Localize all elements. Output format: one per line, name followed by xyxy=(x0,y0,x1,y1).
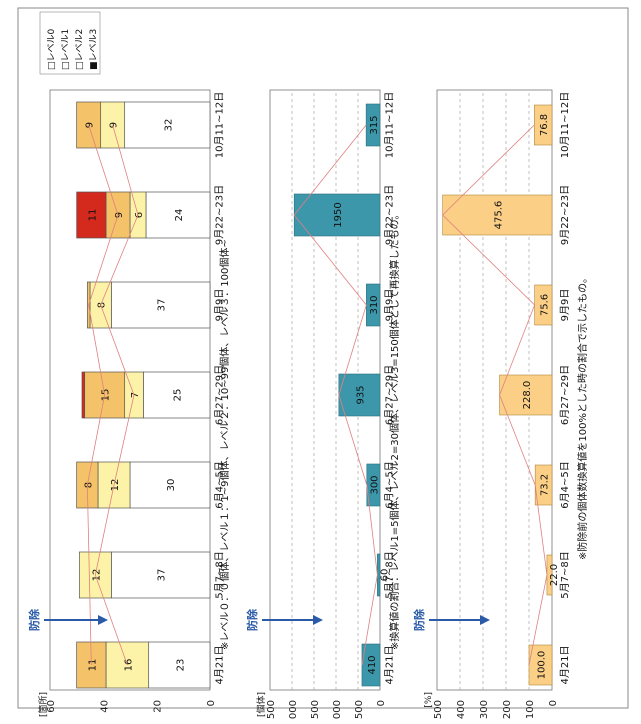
chart-a-data-label: 9 xyxy=(109,122,120,128)
chart-b-data-label: 60 xyxy=(379,569,390,582)
chart-c-tick-label: 100 xyxy=(525,700,536,719)
chart-b-tick-label: 500 xyxy=(354,700,365,719)
chart-c-data-label: 228.0 xyxy=(522,381,533,410)
chart-c-category-label: 9月9日 xyxy=(559,289,571,322)
chart-a-data-label: 12 xyxy=(91,569,102,582)
chart-c-data-label: 75.6 xyxy=(539,294,550,316)
chart-b-trend-line xyxy=(293,124,378,666)
chart-a-tick-label: 0 xyxy=(206,700,217,706)
chart-a-category-label: 5月7~8日 xyxy=(213,551,225,598)
control-marker-label: 防除 xyxy=(27,608,41,631)
chart-a-legend-entry: □レベル0 xyxy=(47,28,57,70)
chart-a-category-label: 9月9日 xyxy=(213,289,225,322)
chart-c-category-label: 9月22~23日 xyxy=(559,185,571,245)
chart-b-data-label: 1950 xyxy=(333,202,344,227)
chart-a-data-label: 12 xyxy=(110,479,121,492)
chart-a-legend-entry: ■レベル3 xyxy=(89,29,99,70)
chart-b-category-label: 9月9日 xyxy=(383,289,395,322)
chart-c-category-label: 6月27~29日 xyxy=(559,365,571,425)
chart-a-bar-レベル3 xyxy=(76,191,107,239)
chart-a-data-label: 37 xyxy=(157,569,168,582)
chart-a-data-label: 25 xyxy=(173,389,184,402)
chart-b-tick-label: 2000 xyxy=(288,700,299,720)
chart-a-data-label: 30 xyxy=(166,479,177,492)
chart-c-tick-label: 500 xyxy=(433,700,444,719)
chart-b-data-label: 315 xyxy=(369,115,380,134)
chart-b-data-label: 300 xyxy=(369,475,380,494)
chart-b-category-label: 10月11~12日 xyxy=(383,92,395,159)
control-marker-label: 防除 xyxy=(245,608,259,631)
chart-a-tick-label: 60 xyxy=(46,700,57,713)
chart-a-data-label: 11 xyxy=(87,659,98,672)
chart-c-category-label: 4月21日 xyxy=(559,645,571,684)
chart-a-legend-entry: □レベル1 xyxy=(61,29,71,70)
chart-b-tick-label: 2500 xyxy=(266,700,277,720)
chart-b-tick-label: 1500 xyxy=(310,700,321,720)
chart-b-category-label: 5月7~8日 xyxy=(383,551,395,598)
chart-b-data-label: 310 xyxy=(369,295,380,314)
chart-a-data-label: 23 xyxy=(175,659,186,672)
chart-a-data-label: 8 xyxy=(97,302,108,308)
chart-c-data-label: 73.2 xyxy=(540,474,551,496)
chart-b-category-label: 6月27~29日 xyxy=(383,365,395,425)
chart-a-bar-レベル3 xyxy=(81,371,86,419)
chart-c-tick-label: 200 xyxy=(502,700,513,719)
chart-b-category-label: 4月21日 xyxy=(383,645,395,684)
chart-c-trend-line xyxy=(442,124,548,666)
chart-a-legend-box xyxy=(39,11,101,75)
chart-a-category-label: 4月21日 xyxy=(213,645,225,684)
chart-a-data-label: 7 xyxy=(130,392,141,398)
chart-c-data-label: 22.0 xyxy=(549,564,560,586)
chart-c-tick-label: 400 xyxy=(456,700,467,719)
chart-a-category-label: 6月4~5日 xyxy=(213,461,225,508)
chart-c-category-label: 10月11~12日 xyxy=(559,92,571,159)
chart-a-trend-level1 xyxy=(94,124,139,666)
chart-b-note: ※換算値の割合：レベル1=5個体、レベル2=30個体、レベル3=150個体として… xyxy=(388,210,401,650)
chart-a-data-label: 16 xyxy=(123,659,134,672)
chart-a-legend-entry: □レベル2 xyxy=(75,29,85,70)
chart-a-data-label: 9 xyxy=(85,122,96,128)
chart-a-data-label: 11 xyxy=(87,209,98,222)
chart-c-data-label: 76.8 xyxy=(539,114,550,136)
chart-a-unit-label: [箇所] xyxy=(37,692,49,717)
chart-c-category-label: 5月7~8日 xyxy=(559,551,571,598)
chart-c-tick-label: 0 xyxy=(548,700,559,706)
chart-a-category-label: 9月22~23日 xyxy=(213,185,225,245)
control-marker-arrowhead xyxy=(98,615,108,625)
chart-c-data-label: 100.0 xyxy=(537,651,548,680)
chart-b-tick-label: 0 xyxy=(376,700,387,706)
chart-a-data-label: 37 xyxy=(157,299,168,312)
chart-a-data-label: 32 xyxy=(163,119,174,132)
chart-a-data-label: 6 xyxy=(134,212,145,218)
chart-c-tick-label: 300 xyxy=(479,700,490,719)
rotated-charts: 0204060[箇所]23161137123012825715378246911… xyxy=(27,11,589,724)
control-marker-arrowhead xyxy=(480,615,490,625)
chart-a-trend-level2 xyxy=(86,124,119,666)
chart-c-note: ※防除前の個体数換算値を100%とした時の割合で示したもの。 xyxy=(576,273,589,560)
chart-b-data-label: 935 xyxy=(355,385,366,404)
chart-a-data-label: 24 xyxy=(174,209,185,222)
chart-c-unit-label: [%] xyxy=(424,692,434,708)
page-border xyxy=(17,7,629,709)
chart-a-data-label: 15 xyxy=(101,389,112,402)
chart-a-category-label: 6月27~29日 xyxy=(213,365,225,425)
chart-b-category-label: 9月22~23日 xyxy=(383,185,395,245)
chart-a-data-label: 8 xyxy=(83,482,94,488)
control-marker-arrowhead xyxy=(313,615,323,625)
chart-a-data-label: 9 xyxy=(114,212,125,218)
chart-a-tick-label: 40 xyxy=(99,700,110,713)
chart-b-tick-label: 1000 xyxy=(332,700,343,720)
chart-c-data-label: 475.6 xyxy=(493,201,504,230)
chart-a-category-label: 10月11~12日 xyxy=(213,92,225,159)
chart-b-category-label: 6月4~5日 xyxy=(383,461,395,508)
control-marker-label: 防除 xyxy=(412,608,426,631)
chart-a-note: ※レベル０：０個体、レベル１：1~9個体、レベル２：10~99個体、レベル３：1… xyxy=(218,239,231,650)
chart-b-unit-label: [個体] xyxy=(255,692,267,717)
chart-c-category-label: 6月4~5日 xyxy=(559,461,571,508)
chart-a-tick-label: 20 xyxy=(153,700,164,713)
chart-b-data-label: 410 xyxy=(367,655,378,674)
